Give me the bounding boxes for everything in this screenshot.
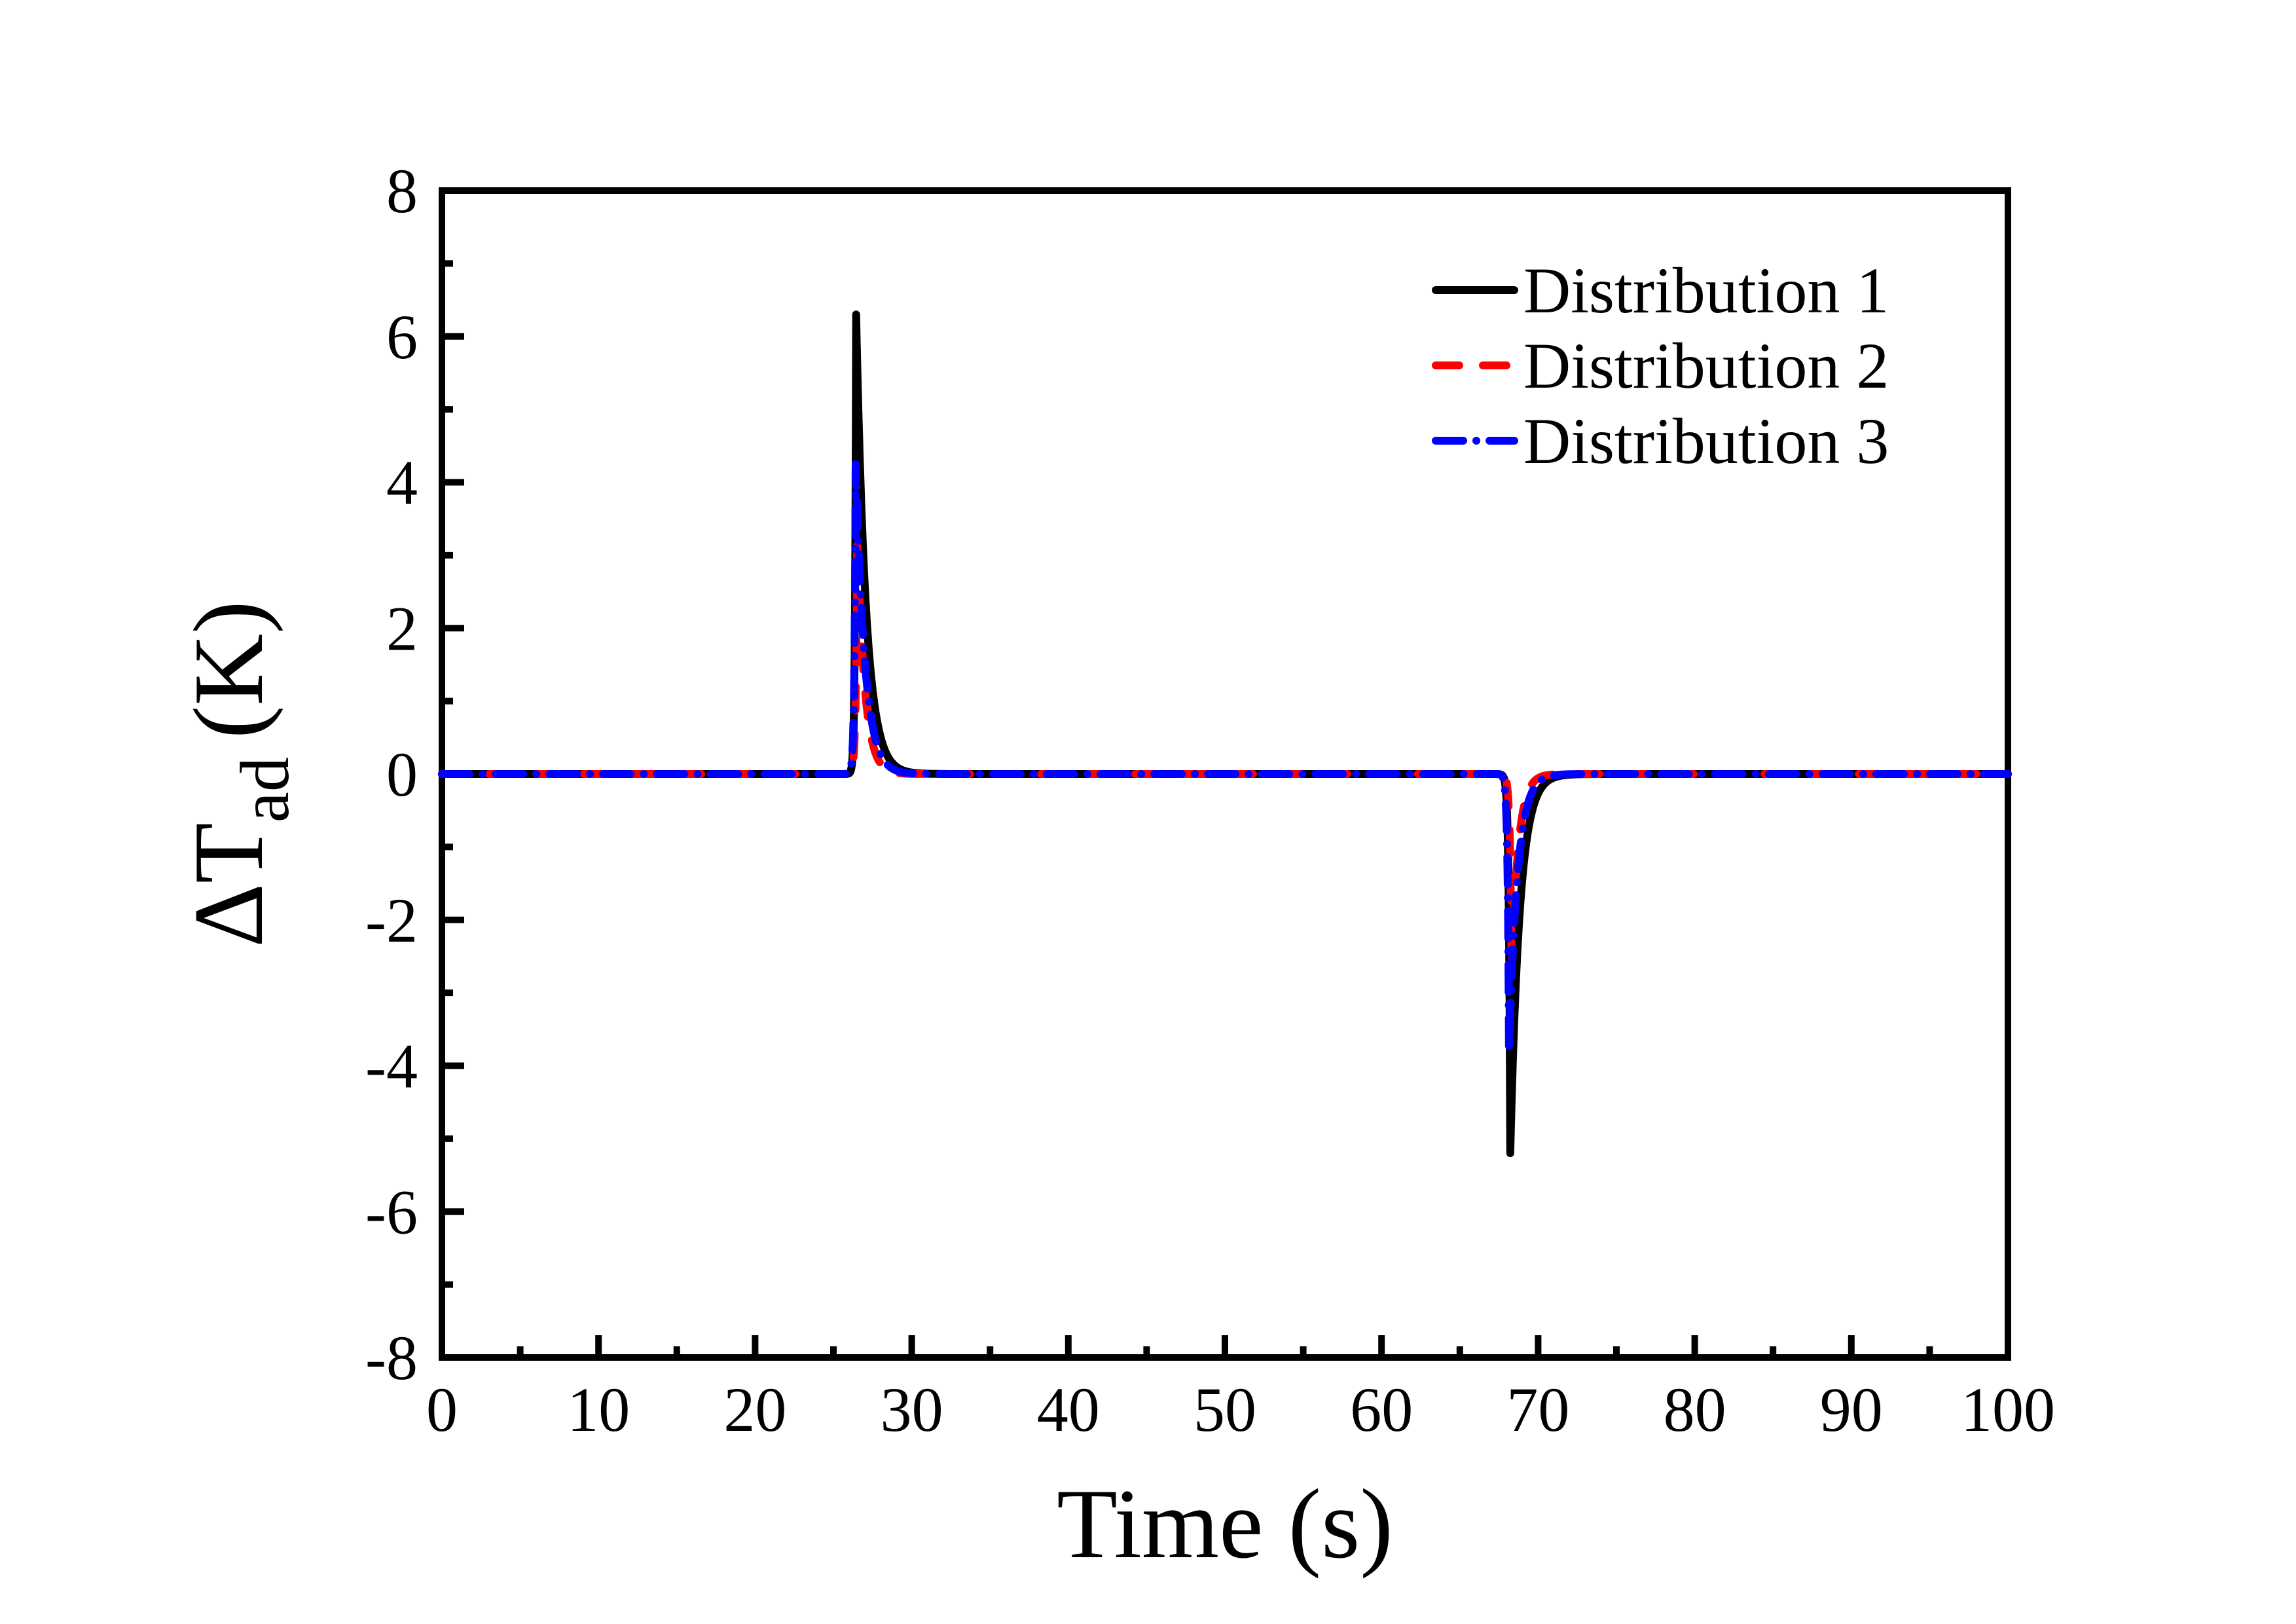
axis-tick-labels: 0 10 20 30 40 50 60 70 80 90 100 -8 -6 -4 -2 0 2 4 6 8 — [365, 156, 2055, 1445]
x-tick-label: 0 — [426, 1375, 458, 1445]
x-tick-label: 30 — [881, 1375, 943, 1445]
legend-label-distribution-1: Distribution 1 — [1523, 254, 1889, 327]
x-tick-label: 10 — [567, 1375, 630, 1445]
axis-ticks — [439, 187, 2011, 1361]
y-tick-label: -4 — [365, 1031, 418, 1101]
x-axis-title: Time (s) — [1057, 1469, 1393, 1579]
x-tick-label: 60 — [1350, 1375, 1413, 1445]
x-tick-label: 80 — [1664, 1375, 1726, 1445]
x-tick-label: 40 — [1037, 1375, 1100, 1445]
series-path-distribution-3 — [438, 460, 2012, 1056]
y-axis-title: ΔTad (K) — [173, 600, 303, 948]
y-tick-label: 8 — [386, 156, 418, 226]
legend-item-distribution-3: Distribution 3 — [1432, 405, 1889, 477]
y-tick-label: 4 — [386, 448, 418, 518]
data-curves — [438, 310, 2012, 1158]
y-tick-label: 6 — [386, 302, 418, 372]
series-path-distribution-2 — [438, 533, 2012, 975]
y-axis-title-subscript: ad — [227, 757, 303, 822]
x-tick-label: 20 — [723, 1375, 786, 1445]
legend-label-distribution-2: Distribution 2 — [1523, 329, 1889, 402]
x-tick-label: 50 — [1194, 1375, 1256, 1445]
y-tick-label: 2 — [386, 593, 418, 663]
legend-item-distribution-1: Distribution 1 — [1432, 254, 1889, 327]
y-axis-title-unit: (K) — [173, 600, 283, 739]
y-tick-label: 0 — [386, 739, 418, 809]
legend-label-distribution-3: Distribution 3 — [1523, 405, 1889, 477]
x-tick-label: 90 — [1820, 1375, 1883, 1445]
y-axis-title-main: ΔT — [173, 822, 283, 948]
x-tick-label: 100 — [1961, 1375, 2055, 1445]
y-tick-label: -8 — [365, 1323, 418, 1393]
legend: Distribution 1 Distribution 2 Distributi… — [1432, 254, 1889, 477]
legend-item-distribution-2: Distribution 2 — [1432, 329, 1889, 402]
y-tick-label: -2 — [365, 885, 418, 955]
x-tick-label: 70 — [1506, 1375, 1569, 1445]
y-tick-label: -6 — [365, 1177, 418, 1247]
